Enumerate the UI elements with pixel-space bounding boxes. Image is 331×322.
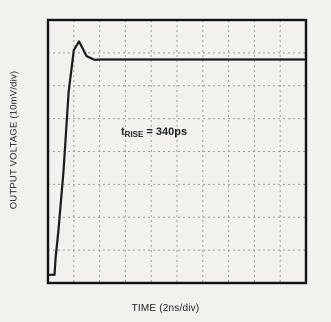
x-axis-label: TIME (2ns/div) xyxy=(0,303,331,314)
rise-time-annotation: tRISE = 340ps xyxy=(121,126,187,139)
